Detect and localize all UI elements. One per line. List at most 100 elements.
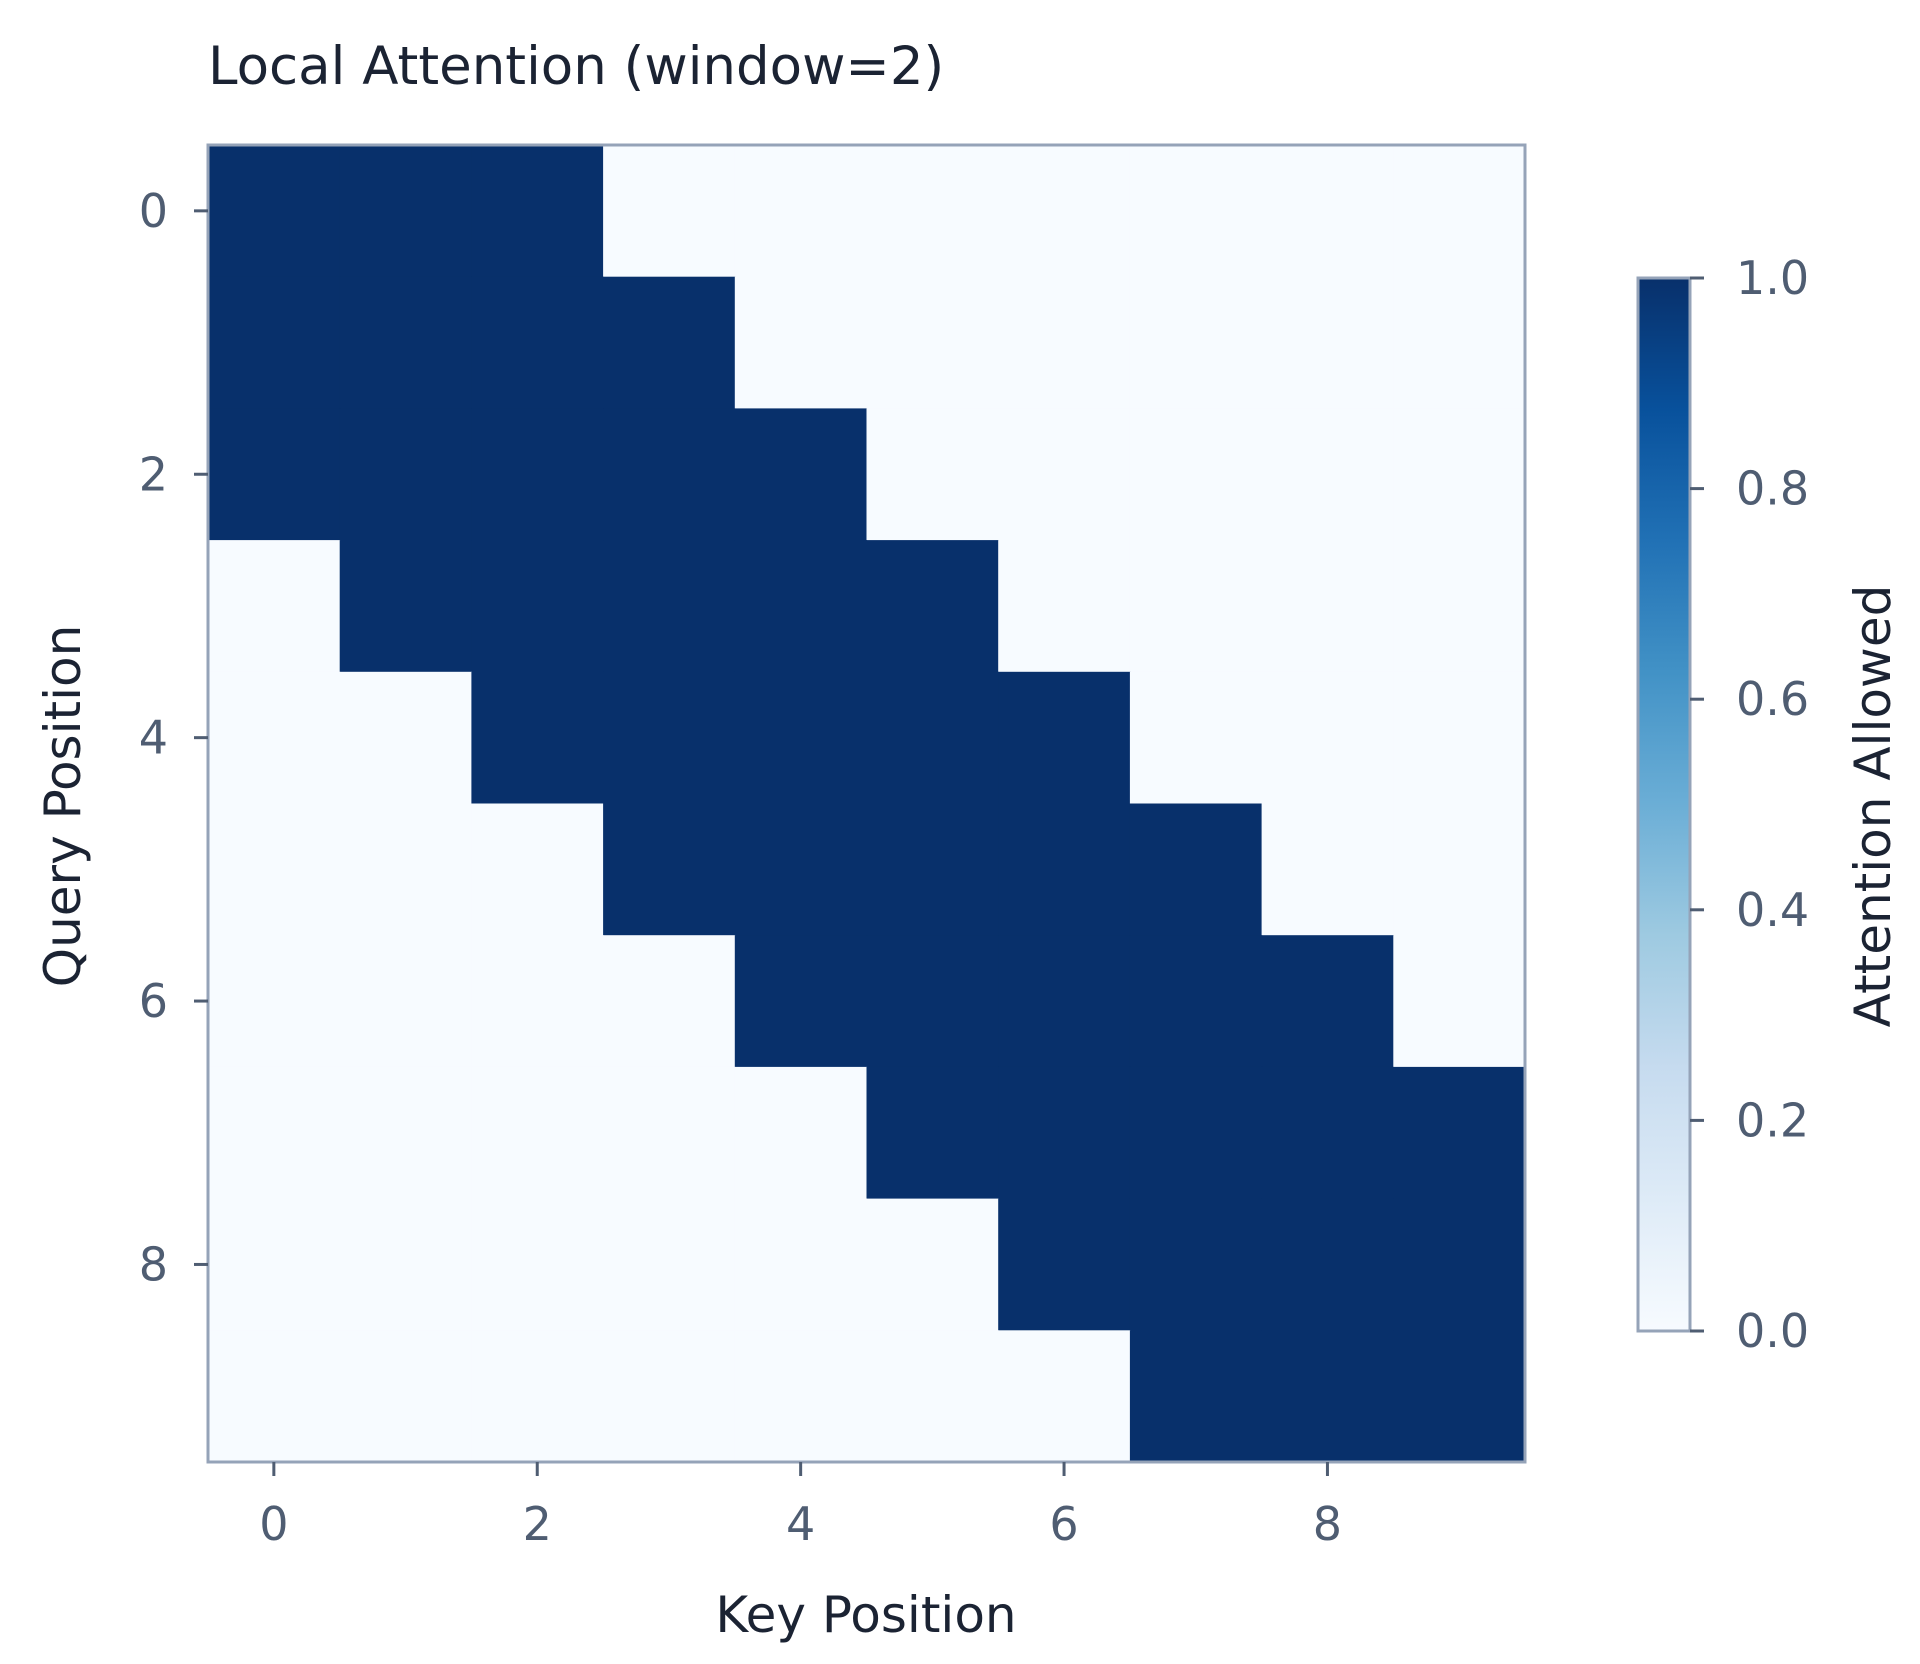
heatmap-cell	[1129, 145, 1263, 278]
heatmap-cell	[866, 1066, 999, 1200]
heatmap-cell	[866, 540, 999, 673]
heatmap-cell	[1393, 671, 1526, 805]
heatmap-cell	[866, 671, 999, 805]
heatmap-cell	[603, 145, 736, 278]
x-tick-label: 2	[523, 1497, 552, 1551]
heatmap-cell	[734, 1198, 868, 1331]
heatmap-cell	[866, 935, 999, 1068]
heatmap-cell	[339, 540, 472, 673]
colorbar-ticks: 0.0 0.2 0.4 0.6 0.8 1.0	[1690, 251, 1809, 1358]
y-axis-label: Query Position	[34, 625, 92, 988]
colorbar-tick-label: 0.4	[1736, 883, 1809, 937]
heatmap-cell	[471, 276, 604, 409]
heatmap-cell	[998, 803, 1131, 936]
heatmap-cell	[471, 145, 604, 278]
heatmap-cell	[339, 1066, 472, 1200]
y-tick-label: 8	[139, 1237, 168, 1291]
heatmap-cell	[1261, 671, 1394, 805]
heatmap-cell	[998, 1330, 1131, 1463]
heatmap-cell	[471, 803, 604, 936]
heatmap-cell	[603, 540, 736, 673]
heatmap-cell	[208, 935, 341, 1068]
heatmap-cell	[1129, 1066, 1263, 1200]
heatmap-cell	[1129, 1330, 1263, 1463]
heatmap-cell	[734, 935, 868, 1068]
heatmap-cell	[1393, 935, 1526, 1068]
y-tick-label: 0	[139, 184, 168, 238]
heatmap-cell	[998, 408, 1131, 541]
x-tick-label: 6	[1049, 1497, 1078, 1551]
heatmap-cell	[734, 1330, 868, 1463]
heatmap-cell	[339, 1330, 472, 1463]
heatmap-cell	[208, 1330, 341, 1463]
heatmap-cell	[339, 1198, 472, 1331]
x-axis-ticks: 0 2 4 6 8	[259, 1462, 1342, 1551]
heatmap-cell	[339, 276, 472, 409]
plot-frame	[206, 143, 1527, 1464]
heatmap-cell	[1393, 276, 1526, 409]
heatmap-cell	[1393, 145, 1526, 278]
heatmap-cell	[734, 1066, 868, 1200]
heatmap-cell	[603, 408, 736, 541]
x-tick-label: 8	[1313, 1497, 1342, 1551]
colorbar-tick-label: 1.0	[1736, 251, 1809, 305]
heatmap-cell	[1129, 408, 1263, 541]
heatmap-cell	[339, 145, 472, 278]
heatmap-cells	[208, 145, 1526, 1463]
heatmap-cell	[1261, 276, 1394, 409]
heatmap-cell	[1129, 803, 1263, 936]
heatmap-cell	[603, 1330, 736, 1463]
heatmap-cell	[339, 803, 472, 936]
heatmap-cell	[208, 803, 341, 936]
heatmap-cell	[1129, 1198, 1263, 1331]
heatmap-cell	[603, 276, 736, 409]
heatmap-cell	[1261, 935, 1394, 1068]
heatmap-cell	[734, 671, 868, 805]
y-tick-label: 4	[139, 711, 168, 765]
y-axis-ticks: 0 2 4 6 8	[139, 184, 208, 1291]
colorbar-gradient	[1638, 278, 1690, 1331]
heatmap-cell	[1261, 1066, 1394, 1200]
heatmap-cell	[208, 1198, 341, 1331]
heatmap-cell	[603, 671, 736, 805]
colorbar-tick-label: 0.6	[1736, 672, 1809, 726]
heatmap-cell	[339, 671, 472, 805]
chart-title: Local Attention (window=2)	[208, 36, 944, 97]
heatmap-cell	[1393, 1330, 1526, 1463]
heatmap-cell	[1261, 1198, 1394, 1331]
heatmap-cell	[1393, 408, 1526, 541]
heatmap-cell	[1129, 276, 1263, 409]
colorbar-tick-label: 0.2	[1736, 1093, 1809, 1147]
x-tick-label: 4	[786, 1497, 815, 1551]
heatmap-cell	[734, 408, 868, 541]
heatmap-cell	[471, 540, 604, 673]
heatmap-cell	[603, 1066, 736, 1200]
heatmap-cell	[1261, 1330, 1394, 1463]
colorbar-frame	[1636, 276, 1692, 1333]
heatmap-cell	[998, 145, 1131, 278]
heatmap-cell	[1261, 408, 1394, 541]
heatmap-cell	[1393, 1066, 1526, 1200]
heatmap-cell	[1129, 935, 1263, 1068]
heatmap-cell	[866, 803, 999, 936]
y-tick-label: 6	[139, 974, 168, 1028]
heatmap-cell	[208, 276, 341, 409]
heatmap-cell	[471, 1330, 604, 1463]
heatmap-cell	[1129, 540, 1263, 673]
heatmap-cell	[471, 408, 604, 541]
heatmap-cell	[998, 1066, 1131, 1200]
heatmap-cell	[471, 1066, 604, 1200]
colorbar-tick-label: 0.8	[1736, 462, 1809, 516]
heatmap-cell	[866, 1198, 999, 1331]
x-axis-label: Key Position	[715, 1586, 1016, 1644]
heatmap-cell	[734, 803, 868, 936]
heatmap-cell	[998, 671, 1131, 805]
heatmap-cell	[998, 1198, 1131, 1331]
colorbar-tick-label: 0.0	[1736, 1304, 1809, 1358]
heatmap-cell	[1129, 671, 1263, 805]
heatmap-cell	[1261, 145, 1394, 278]
heatmap-cell	[1393, 540, 1526, 673]
heatmap-cell	[208, 540, 341, 673]
heatmap-cell	[866, 145, 999, 278]
heatmap-cell	[471, 1198, 604, 1331]
